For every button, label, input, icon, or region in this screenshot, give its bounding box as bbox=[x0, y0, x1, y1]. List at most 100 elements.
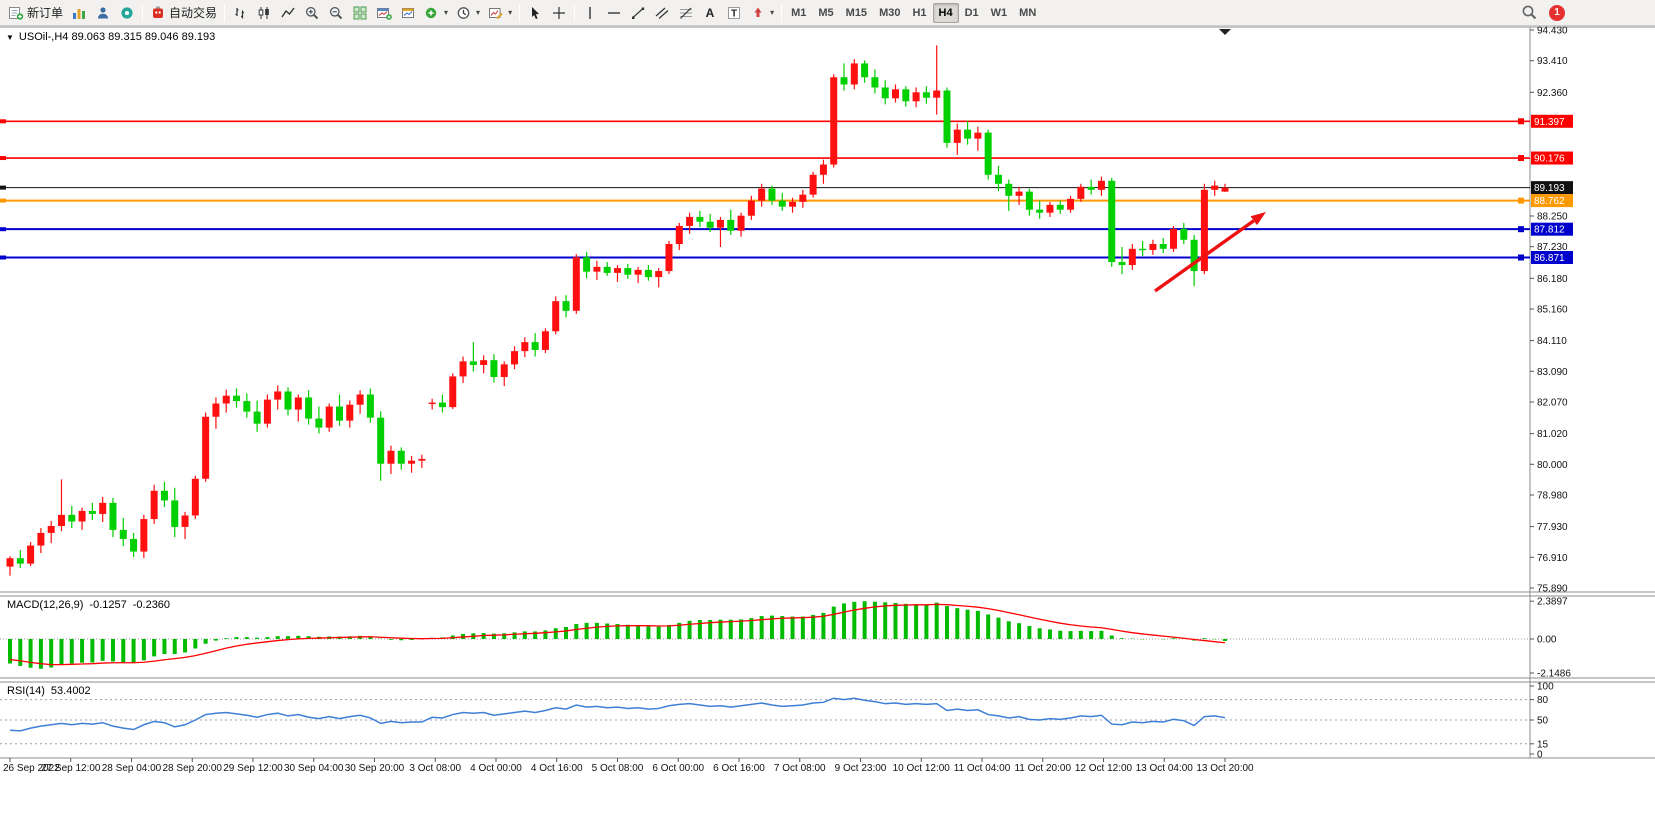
fibonacci-button[interactable] bbox=[674, 2, 698, 24]
timeframe-h4-button[interactable]: H4 bbox=[932, 2, 959, 23]
svg-text:3 Oct 08:00: 3 Oct 08:00 bbox=[409, 763, 461, 774]
timeframe-h1-button[interactable]: H1 bbox=[912, 6, 927, 19]
indicators-button[interactable]: ▾ bbox=[420, 2, 452, 24]
svg-text:7 Oct 08:00: 7 Oct 08:00 bbox=[774, 763, 826, 774]
svg-text:87.230: 87.230 bbox=[1537, 242, 1568, 253]
rsi-pane-graphics: 100 80 50 150 bbox=[0, 682, 1554, 761]
macd-pane[interactable] bbox=[0, 597, 1530, 678]
time-axis[interactable] bbox=[0, 758, 1530, 778]
vertical-line-icon bbox=[582, 5, 598, 21]
candlestick-chart-type-button[interactable] bbox=[252, 2, 276, 24]
auto-trading-label: 自动交易 bbox=[169, 6, 218, 20]
timeframe-d1-button[interactable]: D1 bbox=[964, 6, 979, 19]
timeframe-w1-button[interactable]: W1 bbox=[990, 6, 1008, 19]
charts-panel-icon bbox=[71, 5, 87, 21]
charts-panel-button[interactable] bbox=[67, 2, 91, 24]
svg-text:13 Oct 20:00: 13 Oct 20:00 bbox=[1196, 763, 1254, 774]
timeframe-m15-button[interactable]: M15 bbox=[845, 6, 868, 19]
svg-text:12 Oct 12:00: 12 Oct 12:00 bbox=[1075, 763, 1133, 774]
svg-text:10 Oct 12:00: 10 Oct 12:00 bbox=[893, 763, 951, 774]
trendline-icon bbox=[630, 5, 646, 21]
zoom-in-button[interactable] bbox=[300, 2, 324, 24]
crosshair-button[interactable] bbox=[547, 2, 571, 24]
chevron-down-icon: ▾ bbox=[444, 8, 449, 17]
rsi-name: RSI(14) bbox=[7, 685, 45, 697]
auto-trading-button[interactable]: 自动交易 bbox=[146, 2, 221, 24]
svg-text:86.871: 86.871 bbox=[1534, 253, 1565, 264]
line-chart-type-button[interactable] bbox=[276, 2, 300, 24]
text-button[interactable]: A bbox=[698, 2, 722, 24]
price-axis[interactable] bbox=[1530, 27, 1655, 758]
periods-button[interactable]: ▾ bbox=[452, 2, 484, 24]
rsi-indicator-label: RSI(14) 53.4002 bbox=[7, 685, 97, 697]
svg-text:91.397: 91.397 bbox=[1534, 117, 1565, 128]
toolbar-separator bbox=[519, 3, 521, 22]
cursor-button[interactable] bbox=[523, 2, 547, 24]
svg-text:27 Sep 12:00: 27 Sep 12:00 bbox=[41, 763, 101, 774]
arrows-button[interactable]: ▾ bbox=[746, 2, 778, 24]
equidistant-channel-icon bbox=[654, 5, 670, 21]
main-chart-pane[interactable] bbox=[0, 27, 1530, 592]
search-button[interactable] bbox=[1517, 2, 1542, 24]
timeframe-m30-button[interactable]: M30 bbox=[879, 6, 901, 19]
svg-text:81.020: 81.020 bbox=[1537, 429, 1568, 440]
macd-value-main: -0.1257 bbox=[89, 599, 127, 611]
zoom-in-icon bbox=[304, 5, 320, 21]
bar-chart-type-button[interactable] bbox=[228, 2, 252, 24]
chart-collapse-icon[interactable]: ▼ bbox=[6, 32, 14, 42]
pane-borders bbox=[0, 26, 1655, 759]
timeframe-m5-button[interactable]: M5 bbox=[818, 6, 834, 19]
svg-text:80.000: 80.000 bbox=[1537, 460, 1568, 471]
zoom-out-button[interactable] bbox=[324, 2, 348, 24]
svg-text:6 Oct 00:00: 6 Oct 00:00 bbox=[652, 763, 704, 774]
chart-title: ▼ USOil-,H4 89.063 89.315 89.046 89.193 bbox=[6, 31, 215, 43]
data-window-button[interactable] bbox=[115, 2, 139, 24]
indicators-icon bbox=[424, 5, 440, 21]
bar-chart-type-icon bbox=[232, 5, 248, 21]
auto-trading-icon bbox=[150, 5, 166, 21]
svg-text:88.762: 88.762 bbox=[1534, 196, 1565, 207]
equidistant-channel-button[interactable] bbox=[650, 2, 674, 24]
templates-button[interactable]: ▾ bbox=[484, 2, 516, 24]
svg-text:100: 100 bbox=[1537, 682, 1554, 693]
svg-text:75.890: 75.890 bbox=[1537, 584, 1568, 595]
svg-text:11 Oct 04:00: 11 Oct 04:00 bbox=[954, 763, 1011, 774]
text-label-button[interactable]: T bbox=[722, 2, 746, 24]
chart-title-text: USOil-,H4 89.063 89.315 89.046 89.193 bbox=[18, 31, 216, 43]
macd-value-signal: -0.2360 bbox=[132, 599, 171, 611]
arrows-icon bbox=[750, 5, 766, 21]
new-order-icon bbox=[8, 5, 24, 21]
new-order-label: 新订单 bbox=[27, 6, 64, 20]
new-chart-window-button[interactable] bbox=[372, 2, 396, 24]
periods-icon bbox=[456, 5, 472, 21]
market-watch-button[interactable] bbox=[91, 2, 115, 24]
trendline-button[interactable] bbox=[626, 2, 650, 24]
svg-text:77.930: 77.930 bbox=[1537, 522, 1568, 533]
profiles-window-button[interactable] bbox=[396, 2, 420, 24]
svg-text:-2.1486: -2.1486 bbox=[1537, 668, 1571, 679]
candlestick-chart-type-icon bbox=[256, 5, 272, 21]
toolbar-separator bbox=[224, 3, 226, 22]
svg-text:83.090: 83.090 bbox=[1537, 367, 1568, 378]
svg-text:29 Sep 12:00: 29 Sep 12:00 bbox=[223, 763, 283, 774]
toolbar-separator bbox=[781, 3, 783, 22]
svg-text:30 Sep 20:00: 30 Sep 20:00 bbox=[345, 763, 405, 774]
notification-badge[interactable]: 1 bbox=[1549, 4, 1565, 21]
svg-text:4 Oct 00:00: 4 Oct 00:00 bbox=[470, 763, 522, 774]
tile-windows-button[interactable] bbox=[348, 2, 372, 24]
svg-text:28 Sep 04:00: 28 Sep 04:00 bbox=[102, 763, 162, 774]
svg-text:94.430: 94.430 bbox=[1537, 26, 1568, 37]
candles bbox=[6, 45, 1229, 576]
timeframe-m1-button[interactable]: M1 bbox=[791, 6, 807, 19]
data-window-icon bbox=[119, 5, 135, 21]
vertical-line-button[interactable] bbox=[578, 2, 602, 24]
new-order-button[interactable]: 新订单 bbox=[4, 2, 67, 24]
profiles-window-icon bbox=[400, 5, 416, 21]
templates-icon bbox=[488, 5, 504, 21]
timeframe-mn-button[interactable]: MN bbox=[1019, 6, 1037, 19]
horizontal-line-button[interactable] bbox=[602, 2, 626, 24]
rsi-pane[interactable] bbox=[0, 683, 1530, 758]
text-label-icon: T bbox=[726, 5, 742, 21]
